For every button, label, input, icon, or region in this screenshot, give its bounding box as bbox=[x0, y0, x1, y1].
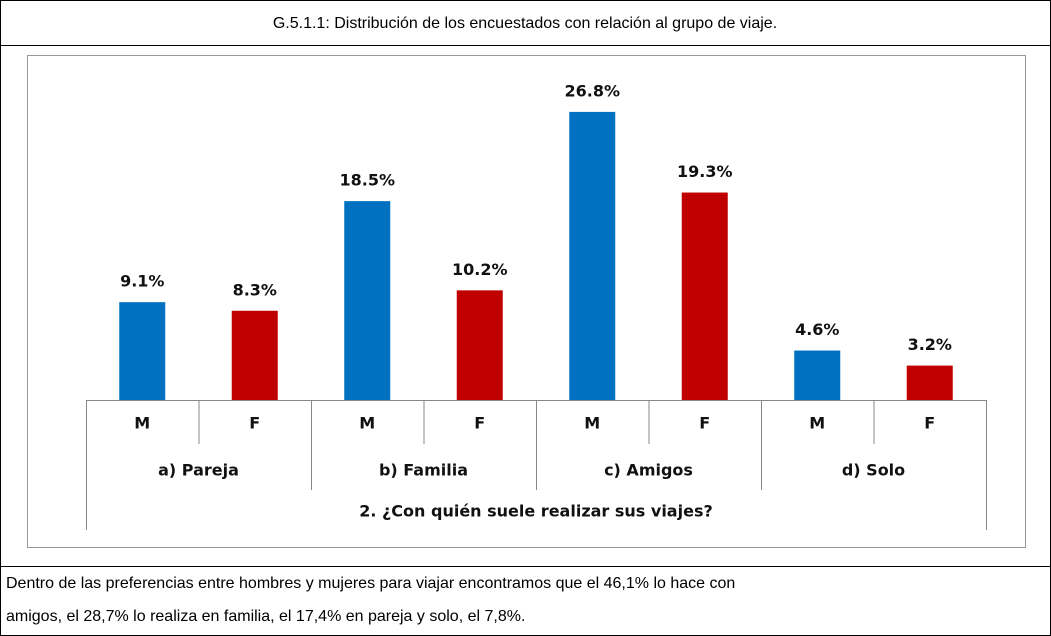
bar bbox=[569, 111, 616, 401]
series-label: F bbox=[699, 414, 710, 433]
data-label: 4.6% bbox=[795, 320, 839, 339]
x-tick-label: d) Solo bbox=[842, 461, 905, 480]
data-label: 10.2% bbox=[452, 260, 508, 279]
bar bbox=[344, 201, 391, 400]
data-label: 19.3% bbox=[677, 162, 733, 181]
x-tick-label: a) Pareja bbox=[158, 461, 239, 480]
bar bbox=[456, 290, 503, 400]
data-label: 18.5% bbox=[339, 171, 395, 190]
series-label: M bbox=[809, 414, 825, 433]
series-label: F bbox=[249, 414, 260, 433]
series-label: F bbox=[474, 414, 485, 433]
footer-line: Dentro de las preferencias entre hombres… bbox=[6, 575, 735, 592]
x-tick-label: b) Familia bbox=[379, 461, 468, 480]
bar bbox=[794, 350, 841, 400]
chart-frame bbox=[27, 55, 1026, 548]
series-label: M bbox=[134, 414, 150, 433]
series-label: M bbox=[359, 414, 375, 433]
bar bbox=[231, 310, 278, 400]
chart-title: G.5.1.1: Distribución de los encuestados… bbox=[273, 15, 777, 32]
bar bbox=[906, 365, 953, 400]
x-axis-label: 2. ¿Con quién suele realizar sus viajes? bbox=[359, 502, 713, 521]
data-label: 8.3% bbox=[233, 280, 277, 299]
series-label: F bbox=[924, 414, 935, 433]
bar bbox=[681, 192, 728, 400]
data-label: 26.8% bbox=[564, 81, 620, 100]
data-label: 9.1% bbox=[120, 272, 164, 291]
x-tick-label: c) Amigos bbox=[604, 461, 693, 480]
footer-line: amigos, el 28,7% lo realiza en familia, … bbox=[6, 608, 525, 625]
bar bbox=[119, 302, 166, 400]
data-label: 3.2% bbox=[908, 335, 952, 354]
series-label: M bbox=[584, 414, 600, 433]
